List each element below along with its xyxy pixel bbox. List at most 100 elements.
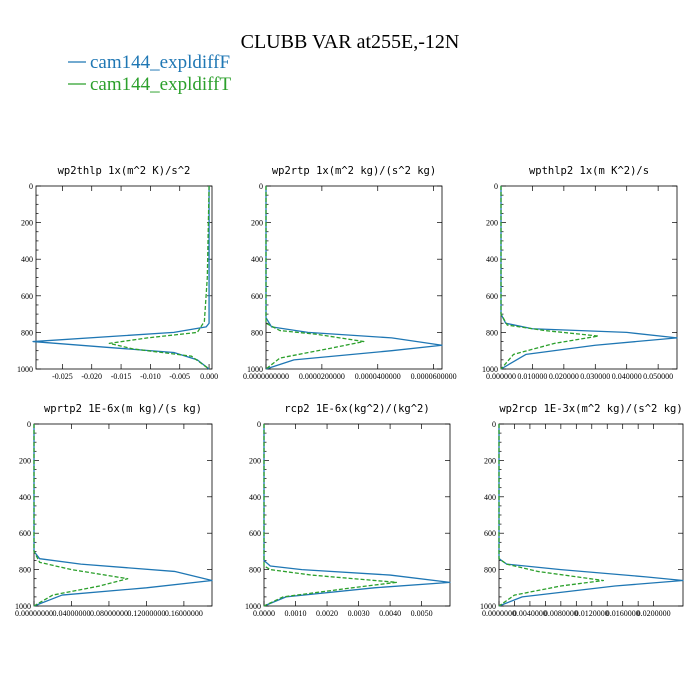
panel-title: wp2thlp 1x(m^2 K)/s^2 [58, 165, 191, 177]
y-tick-label: 1000 [480, 602, 496, 611]
series-line-expldiffF [500, 186, 678, 370]
y-tick-label: 0 [27, 420, 31, 429]
y-tick-label: 1000 [247, 365, 263, 374]
y-tick-label: 600 [249, 529, 261, 538]
x-tick-label: 0.0000 [253, 609, 275, 618]
y-tick-label: 1000 [482, 365, 498, 374]
panel-6: wp2rcp 1E-3x(m^2 kg)/(s^2 kg)0 200 400 600 8… [480, 403, 684, 618]
series-line-expldiffF [263, 424, 451, 607]
x-tick-label: -0.010 [140, 372, 161, 381]
panel-title: wprtp2 1E-6x(m kg)/(s kg) [44, 403, 202, 415]
series-line-expldiffF [498, 424, 684, 607]
x-tick-label: 0.0030 [348, 609, 370, 618]
y-tick-label: 200 [484, 456, 496, 465]
x-tick-label: 0.08000000 [90, 609, 128, 618]
y-tick-label: 800 [249, 566, 261, 575]
x-tick-label: 0.0000200000 [299, 372, 345, 381]
x-tick-label: 0.0160000 [606, 609, 640, 618]
x-tick-label: 0.040000 [612, 372, 642, 381]
x-tick-label: 0.030000 [580, 372, 610, 381]
panel-title: rcp2 1E-6x(kg^2)/(kg^2) [284, 403, 429, 415]
x-tick-label: 0.020000 [549, 372, 579, 381]
x-tick-label: 0.0020 [316, 609, 338, 618]
series-line-expldiffT [33, 424, 129, 607]
y-tick-label: 1000 [17, 365, 33, 374]
x-tick-label: 0.0050 [411, 609, 433, 618]
x-tick-label: 0.000 [200, 372, 218, 381]
x-tick-label: -0.005 [169, 372, 190, 381]
y-tick-label: 800 [21, 328, 33, 337]
x-tick-label: -0.025 [52, 372, 73, 381]
y-tick-label: 800 [251, 328, 263, 337]
panel-1: wp2thlp 1x(m^2 K)/s^2 0 200 400 600 800 1000 -0… [17, 165, 218, 381]
x-tick-label: 0.00000000 [15, 609, 53, 618]
panel-title: wp2rcp 1E-3x(m^2 kg)/(s^2 kg) [499, 403, 682, 415]
plot-frame [33, 423, 213, 607]
y-tick-label: 600 [21, 292, 33, 301]
panel-title: wp2rtp 1x(m^2 kg)/(s^2 kg) [272, 165, 436, 177]
x-tick-label: 0.0000000000 [243, 372, 289, 381]
legend-label-expldiffF: cam144_expldiffF [90, 52, 230, 73]
panel-4: wprtp2 1E-6x(m kg)/(s kg) 0 200 400 600 800 10… [15, 403, 213, 618]
y-tick-label: 400 [19, 493, 31, 502]
y-tick-label: 600 [484, 529, 496, 538]
y-tick-label: 200 [486, 219, 498, 228]
y-tick-label: 800 [486, 328, 498, 337]
y-tick-label: 0 [257, 420, 261, 429]
x-tick-label: 0.0000600000 [411, 372, 457, 381]
x-tick-label: 0.0120000 [575, 609, 609, 618]
y-tick-label: 0 [29, 182, 33, 191]
x-tick-label: 0.010000 [517, 372, 547, 381]
series-line-expldiffF [32, 186, 210, 370]
x-tick-label: 0.0040 [379, 609, 401, 618]
legend: cam144_expldiffF cam144_expldiffT [68, 52, 231, 95]
x-tick-label: 0.0000000 [482, 609, 516, 618]
panel-grid: wp2thlp 1x(m^2 K)/s^2 0 200 400 600 800 1000 -0… [15, 165, 684, 618]
x-tick-label: 0.04000000 [52, 609, 90, 618]
x-tick-label: -0.020 [81, 372, 102, 381]
x-tick-label: 0.0000400000 [355, 372, 401, 381]
series-line-expldiffF [265, 186, 443, 370]
y-tick-label: 400 [486, 255, 498, 264]
x-tick-label: 0.0080000 [544, 609, 578, 618]
y-tick-label: 600 [486, 292, 498, 301]
x-tick-label: 0.0010 [285, 609, 307, 618]
y-tick-label: 400 [484, 493, 496, 502]
panel-3: wpthlp2 1x(m K^2)/s 0 200 400 600 800 10000.00… [482, 165, 678, 381]
y-tick-label: 600 [19, 529, 31, 538]
panel-title: wpthlp2 1x(m K^2)/s [529, 165, 649, 177]
figure-title: CLUBB VAR at255E,-12N [241, 31, 460, 53]
x-tick-label: 0.0200000 [637, 609, 671, 618]
y-tick-label: 800 [19, 566, 31, 575]
y-tick-label: 0 [494, 182, 498, 191]
y-tick-label: 400 [249, 493, 261, 502]
x-tick-label: 0.16000000 [165, 609, 203, 618]
legend-label-expldiffT: cam144_expldiffT [90, 74, 231, 95]
y-tick-label: 400 [21, 255, 33, 264]
plot-frame [500, 185, 678, 370]
y-tick-label: 0 [492, 420, 496, 429]
x-tick-label: 0.050000 [643, 372, 673, 381]
y-tick-label: 200 [249, 456, 261, 465]
y-tick-label: 200 [251, 219, 263, 228]
panel-5: rcp2 1E-6x(kg^2)/(kg^2) 0 200 400 600 800 1000… [245, 403, 451, 618]
y-tick-label: 800 [484, 566, 496, 575]
series-line-expldiffT [263, 424, 398, 607]
x-tick-label: 0.0040000 [513, 609, 547, 618]
y-tick-label: 400 [251, 255, 263, 264]
y-tick-label: 1000 [245, 602, 261, 611]
series-line-expldiffT [265, 186, 365, 370]
series-line-expldiffT [498, 424, 605, 607]
y-tick-label: 600 [251, 292, 263, 301]
series-line-expldiffT [108, 185, 210, 370]
x-tick-label: 0.12000000 [127, 609, 165, 618]
series-line-expldiffF [33, 424, 213, 607]
x-tick-label: -0.015 [111, 372, 132, 381]
y-tick-label: 0 [259, 182, 263, 191]
y-tick-label: 200 [19, 456, 31, 465]
y-tick-label: 1000 [15, 602, 31, 611]
series-line-expldiffT [500, 186, 600, 370]
y-tick-label: 200 [21, 219, 33, 228]
x-tick-label: 0.000000 [486, 372, 516, 381]
